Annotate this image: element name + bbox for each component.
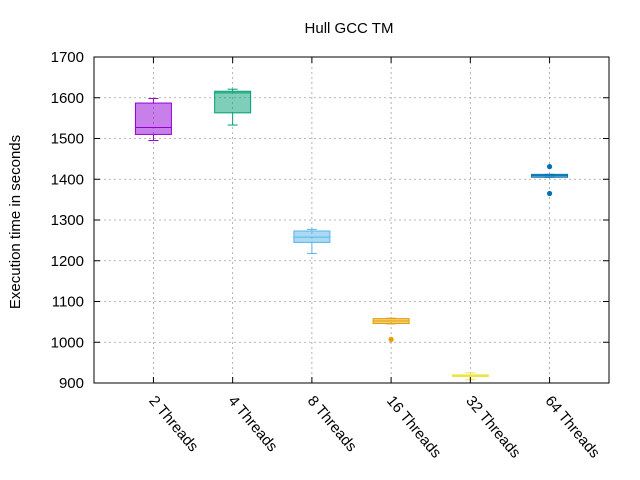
- box-8-threads: [293, 228, 331, 254]
- x-tick-label: 16 Threads: [383, 393, 445, 462]
- y-tick-label: 1000: [51, 334, 84, 351]
- y-tick-label: 900: [59, 375, 84, 392]
- y-tick-label: 1700: [51, 49, 84, 66]
- x-ticks: 2 Threads 4 Threads 8 Threads 16 Threads 32 …: [145, 57, 603, 461]
- boxes: [134, 88, 569, 381]
- y-ticks: 900 1000 1100 1200 1300 1400 1500 1600 1700: [51, 49, 609, 392]
- y-tick-label: 1200: [51, 253, 84, 270]
- outlier-point: [388, 336, 394, 342]
- box-64-threads: [531, 164, 569, 197]
- box-4-threads: [214, 88, 252, 126]
- grid-lines: [94, 57, 609, 383]
- box-2-threads: [134, 98, 172, 142]
- x-tick-label: 64 Threads: [542, 393, 604, 462]
- box-body: [134, 102, 172, 135]
- x-tick-label: 32 Threads: [462, 393, 524, 462]
- y-tick-label: 1300: [51, 212, 84, 229]
- box-16-threads: [372, 317, 410, 342]
- y-tick-label: 1100: [52, 294, 84, 311]
- x-tick-label: 2 Threads: [145, 393, 201, 455]
- x-tick-label: 8 Threads: [304, 393, 360, 455]
- outlier-point: [546, 190, 553, 197]
- box-body: [214, 90, 252, 114]
- outlier-point: [546, 164, 553, 170]
- x-tick-label: 4 Threads: [225, 393, 281, 455]
- y-tick-label: 1600: [51, 90, 84, 107]
- y-tick-label: 1500: [51, 131, 84, 148]
- chart-title: Hull GCC TM: [305, 20, 394, 37]
- y-tick-label: 1400: [51, 171, 84, 188]
- y-axis-label: Execution time in seconds: [7, 135, 24, 309]
